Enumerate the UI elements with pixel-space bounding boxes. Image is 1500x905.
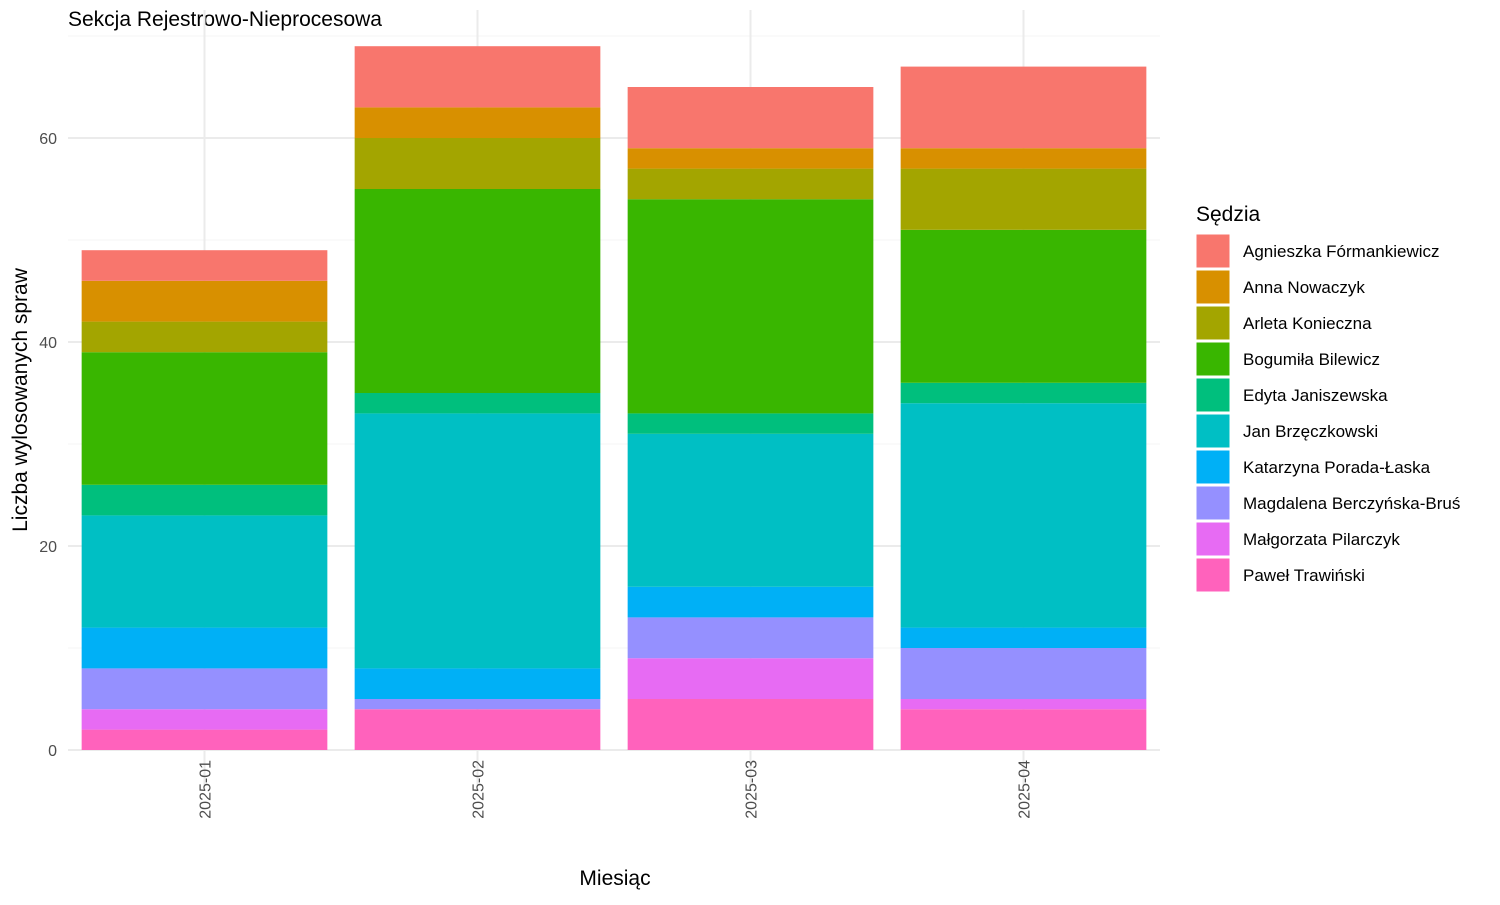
legend-label: Bogumiła Bilewicz bbox=[1243, 350, 1380, 369]
legend-label: Jan Brzęczkowski bbox=[1243, 422, 1378, 441]
bar-segment bbox=[81, 484, 328, 516]
bar-segment bbox=[900, 709, 1147, 750]
legend-key bbox=[1195, 557, 1231, 593]
bar-segment bbox=[627, 413, 874, 434]
x-tick-label: 2025-02 bbox=[471, 760, 488, 819]
bar-segment bbox=[627, 617, 874, 659]
legend-label: Paweł Trawiński bbox=[1243, 566, 1365, 585]
legend: Agnieszka Fórmankiewicz Anna Nowaczyk Arle… bbox=[1195, 233, 1460, 593]
bar-segment bbox=[627, 87, 874, 149]
bar-segment bbox=[81, 627, 328, 669]
bar-segment bbox=[900, 627, 1147, 648]
bar-segment bbox=[900, 168, 1147, 230]
bar-segment bbox=[354, 699, 601, 710]
legend-label: Katarzyna Porada-Łaska bbox=[1243, 458, 1431, 477]
bar-segment bbox=[354, 189, 601, 393]
bar-segment bbox=[354, 393, 601, 414]
x-tick-label: 2025-01 bbox=[198, 760, 215, 819]
x-tick-label: 2025-04 bbox=[1017, 760, 1034, 819]
bar-segment bbox=[81, 352, 328, 485]
bar-segment bbox=[900, 229, 1147, 383]
x-tick-label: 2025-03 bbox=[744, 760, 761, 819]
legend-label: Agnieszka Fórmankiewicz bbox=[1243, 242, 1440, 261]
x-axis-title: Miesiąc bbox=[579, 867, 650, 890]
legend-key bbox=[1195, 413, 1231, 449]
y-axis: 0 20 40 60 bbox=[39, 131, 57, 760]
legend-label: Magdalena Berczyńska-Bruś bbox=[1243, 494, 1460, 513]
bar-segment bbox=[627, 148, 874, 169]
bar-segment bbox=[354, 413, 601, 669]
y-axis-title: Liczba wylosowanych spraw bbox=[9, 267, 32, 532]
bar-segment bbox=[627, 658, 874, 699]
legend-label: Edyta Janiszewska bbox=[1243, 386, 1388, 405]
bar-segment bbox=[354, 46, 601, 108]
legend-key bbox=[1195, 377, 1231, 413]
bar-segment bbox=[627, 699, 874, 750]
legend-key bbox=[1195, 305, 1231, 341]
y-tick-label: 60 bbox=[39, 131, 57, 148]
bars bbox=[81, 46, 1147, 750]
legend-key bbox=[1195, 341, 1231, 377]
bar-segment bbox=[627, 199, 874, 414]
bar-segment bbox=[354, 668, 601, 699]
bar-segment bbox=[354, 138, 601, 189]
bar-segment bbox=[81, 668, 328, 710]
bar-segment bbox=[354, 107, 601, 138]
y-tick-label: 0 bbox=[48, 743, 57, 760]
legend-label: Małgorzata Pilarczyk bbox=[1243, 530, 1400, 549]
bar-segment bbox=[81, 280, 328, 322]
legend-key bbox=[1195, 485, 1231, 521]
bar-segment bbox=[900, 66, 1147, 149]
bar-segment bbox=[627, 168, 874, 200]
bar-segment bbox=[81, 515, 328, 628]
legend-label: Arleta Konieczna bbox=[1243, 314, 1372, 333]
bar-segment bbox=[900, 699, 1147, 710]
bar-segment bbox=[81, 321, 328, 353]
bar-segment bbox=[81, 250, 328, 281]
legend-key bbox=[1195, 269, 1231, 305]
chart-title: Sekcja Rejestrowo-Nieprocesowa bbox=[68, 8, 382, 31]
legend-key bbox=[1195, 233, 1231, 269]
bar-segment bbox=[81, 709, 328, 730]
legend-key bbox=[1195, 521, 1231, 557]
bar-segment bbox=[81, 729, 328, 750]
y-tick-label: 20 bbox=[39, 539, 57, 556]
bar-segment bbox=[354, 709, 601, 750]
bar-segment bbox=[900, 148, 1147, 169]
x-axis: 2025-01 2025-02 2025-03 2025-04 bbox=[198, 760, 1034, 819]
bar-segment bbox=[900, 382, 1147, 404]
bar-segment bbox=[627, 586, 874, 618]
y-tick-label: 40 bbox=[39, 335, 57, 352]
bar-segment bbox=[627, 433, 874, 587]
legend-key bbox=[1195, 449, 1231, 485]
legend-title: Sędzia bbox=[1196, 203, 1261, 226]
legend-label: Anna Nowaczyk bbox=[1243, 278, 1365, 297]
bar-segment bbox=[900, 648, 1147, 699]
bar-segment bbox=[900, 403, 1147, 628]
